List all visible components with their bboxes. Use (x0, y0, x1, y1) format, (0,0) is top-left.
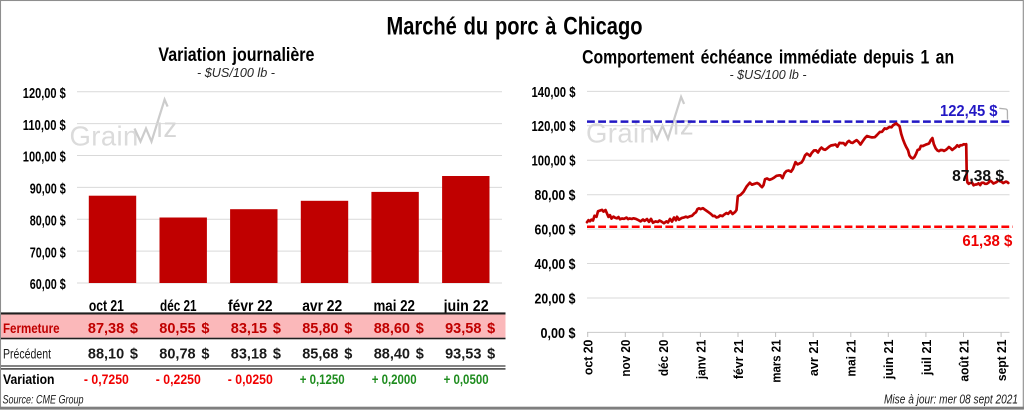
svg-text:déc 21: déc 21 (160, 298, 197, 315)
svg-text:$: $ (487, 321, 495, 337)
svg-text:85,80: 85,80 (302, 321, 338, 337)
svg-text:93,53: 93,53 (445, 346, 481, 362)
svg-text:$: $ (273, 346, 281, 362)
svg-text:120,00 $: 120,00 $ (23, 86, 66, 102)
svg-text:61,38 $: 61,38 $ (962, 233, 1012, 250)
svg-text:20,00 $: 20,00 $ (535, 290, 577, 307)
svg-text:$: $ (344, 321, 352, 337)
svg-text:80,00 $: 80,00 $ (535, 187, 577, 204)
svg-text:$: $ (273, 321, 281, 337)
svg-text:juil 21: juil 21 (919, 340, 934, 376)
svg-text:88,60: 88,60 (374, 321, 410, 337)
svg-text:88,10: 88,10 (88, 346, 124, 362)
svg-text:100,00 $: 100,00 $ (532, 153, 576, 170)
svg-text:mai 22: mai 22 (373, 298, 415, 315)
svg-text:oct 21: oct 21 (89, 298, 124, 315)
svg-text:0,00 $: 0,00 $ (541, 325, 577, 342)
svg-text:Variation: Variation (3, 371, 55, 387)
svg-text:83,18: 83,18 (231, 346, 267, 362)
svg-text:120,00 $: 120,00 $ (532, 118, 576, 135)
svg-text:$: $ (130, 346, 138, 362)
svg-text:+ 0,0500: + 0,0500 (444, 372, 489, 387)
svg-text:100,00 $: 100,00 $ (23, 150, 66, 166)
svg-text:83,15: 83,15 (231, 321, 267, 337)
svg-text:60,00 $: 60,00 $ (30, 277, 66, 293)
svg-text:$: $ (416, 346, 424, 362)
svg-text:Marché du porc à Chicago: Marché du porc à Chicago (387, 13, 643, 41)
svg-text:80,55: 80,55 (159, 321, 195, 337)
svg-text:$: $ (344, 346, 352, 362)
svg-text:$: $ (416, 321, 424, 337)
svg-text:$: $ (130, 321, 138, 337)
svg-text:93,58: 93,58 (445, 321, 481, 337)
svg-text:$: $ (487, 346, 495, 362)
svg-text:janv 21: janv 21 (693, 340, 708, 380)
svg-text:Mise à jour: mer 08 sept 2021: Mise à jour: mer 08 sept 2021 (884, 393, 1018, 407)
svg-text:juin 22: juin 22 (443, 298, 489, 315)
svg-text:mai 21: mai 21 (844, 340, 859, 377)
svg-text:+ 0,2000: + 0,2000 (372, 372, 417, 387)
svg-text:70,00 $: 70,00 $ (30, 245, 66, 261)
svg-text:- $US/100 lb -: - $US/100 lb - (197, 65, 276, 80)
svg-text:nov 20: nov 20 (618, 340, 633, 377)
svg-text:Précédent: Précédent (3, 346, 51, 361)
svg-text:- 0,0250: - 0,0250 (228, 372, 273, 387)
svg-text:ız: ız (156, 112, 177, 143)
svg-text:févr 21: févr 21 (731, 340, 746, 380)
svg-text:- 0,7250: - 0,7250 (84, 372, 129, 387)
svg-text:mars 21: mars 21 (769, 340, 784, 383)
svg-text:Comportement échéance immédiat: Comportement échéance immédiate depuis 1… (582, 46, 954, 68)
svg-text:- $US/100 lb -: - $US/100 lb - (730, 67, 808, 82)
svg-text:88,40: 88,40 (374, 346, 410, 362)
svg-text:avr 22: avr 22 (302, 298, 342, 315)
svg-text:$: $ (201, 321, 209, 337)
svg-text:déc 20: déc 20 (656, 340, 671, 377)
svg-text:85,68: 85,68 (302, 346, 338, 362)
svg-text:Variation journalière: Variation journalière (158, 44, 314, 66)
svg-text:110,00 $: 110,00 $ (23, 118, 66, 134)
svg-text:Grain: Grain (70, 120, 139, 151)
svg-text:80,00 $: 80,00 $ (30, 214, 66, 230)
svg-text:août 21: août 21 (956, 340, 971, 382)
svg-text:oct 20: oct 20 (581, 340, 596, 376)
svg-text:87,38: 87,38 (88, 321, 124, 337)
svg-text:+ 0,1250: + 0,1250 (300, 372, 345, 387)
svg-text:90,00 $: 90,00 $ (30, 182, 66, 198)
svg-text:- 0,2250: - 0,2250 (156, 372, 201, 387)
svg-text:févr 22: févr 22 (228, 298, 273, 315)
svg-text:Fermeture: Fermeture (3, 320, 60, 336)
svg-text:avr 21: avr 21 (806, 340, 821, 377)
svg-text:sept 21: sept 21 (994, 340, 1009, 382)
svg-text:60,00 $: 60,00 $ (535, 222, 577, 239)
svg-text:$: $ (201, 346, 209, 362)
svg-text:40,00 $: 40,00 $ (535, 256, 577, 273)
svg-text:87,38 $: 87,38 $ (952, 168, 1004, 185)
svg-text:juin 21: juin 21 (881, 340, 896, 380)
svg-text:140,00 $: 140,00 $ (532, 84, 576, 101)
svg-text:ız: ız (672, 110, 693, 141)
svg-text:80,78: 80,78 (159, 346, 195, 362)
svg-text:Source: CME Group: Source: CME Group (3, 392, 84, 406)
svg-text:122,45 $: 122,45 $ (940, 103, 998, 120)
